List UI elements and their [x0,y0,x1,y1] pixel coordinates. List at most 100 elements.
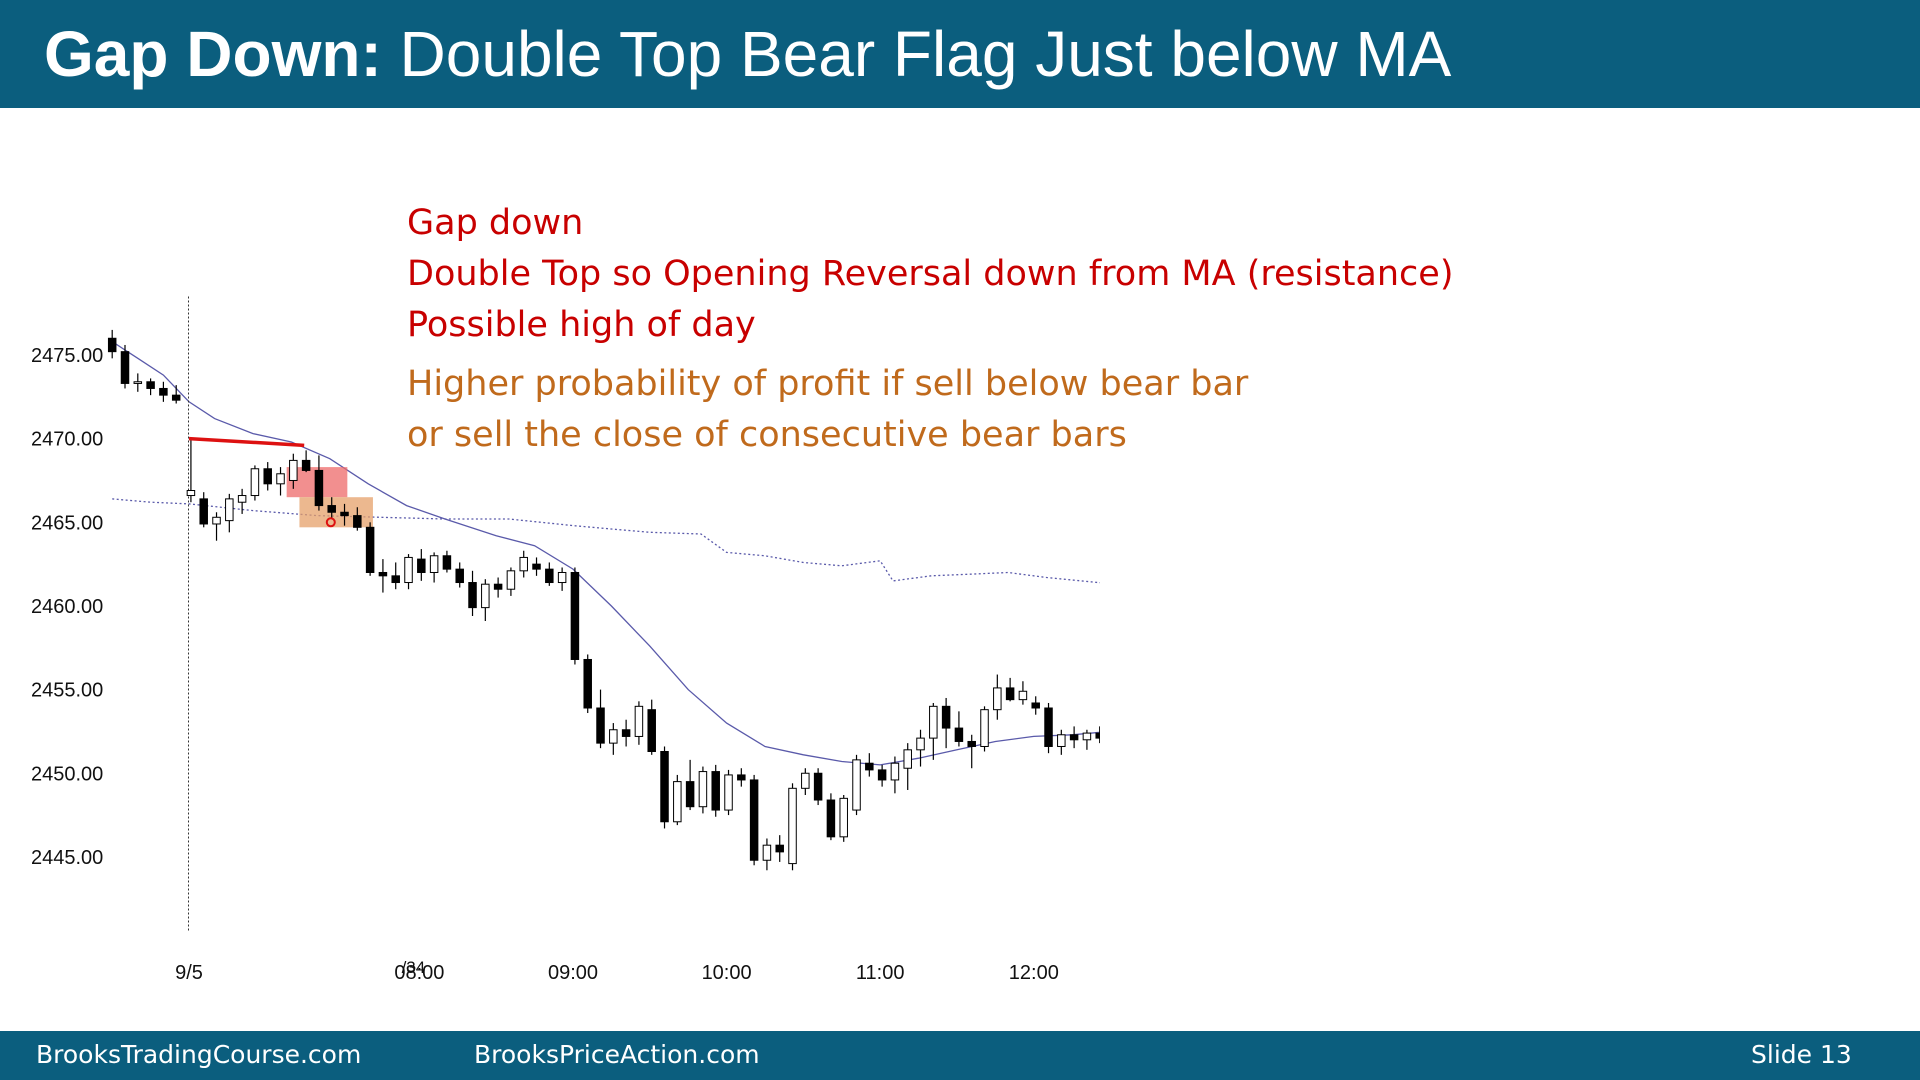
bear-bar-body [1095,732,1100,739]
bull-bar-body [519,556,528,572]
bear-bar-body [545,568,554,584]
bear-bar-body [171,394,181,401]
bull-bar-body [506,570,516,590]
bear-bar-body [442,555,452,570]
y-axis: 2475.00 2470.00 2465.00 2460.00 2455.00 2450.… [31,345,103,869]
bear-bar-body [865,762,874,771]
candle-17 [391,562,400,590]
candle-2 [199,492,208,528]
x-tick-label: 09:00 [548,962,598,984]
candle-52 [839,794,848,842]
y-tick-label: 2450.00 [31,763,103,785]
candle-16 [378,559,388,593]
candle-68 [1044,702,1053,754]
bull-bar-body [429,555,439,573]
slide-number: Slide 13 [1751,1040,1852,1069]
bear-bar-body [107,337,117,353]
bear-bar-body [314,469,324,507]
footer-price-action-link[interactable]: BrooksPriceAction.com [474,1040,760,1069]
bull-bar-body [698,771,708,808]
y-tick-label: 2465.00 [31,512,103,534]
bear-bar-body [159,387,168,396]
bear-bar-body [146,381,155,389]
bull-bar-body [980,709,989,747]
candle-22 [455,562,464,588]
bear-bar-body [596,707,605,744]
bull-bar-body [724,774,733,811]
candle-11 [314,455,324,511]
candle-prior-5 [159,381,168,402]
x-tick-overlay-label: /34 [402,958,426,977]
x-tick-label: 08:00 [394,962,444,984]
candle-23 [468,570,477,616]
bull-bar-body [481,583,490,609]
double-top-line [188,436,305,448]
bull-bar-body [903,749,912,769]
candle-14 [353,507,362,531]
candle-45 [749,774,759,866]
bear-bar-body [813,772,823,801]
candle-63 [980,706,989,752]
bull-bar-body [557,571,567,584]
bull-bar-body [839,797,848,838]
candle-38 [660,746,669,829]
bear-bar-body [1044,707,1053,747]
candle-41 [698,766,708,814]
candle-26 [506,567,516,596]
candle-40 [685,759,695,811]
bear-bar-body [647,709,656,753]
candle-prior-1 [107,329,117,359]
bear-bar-body [941,705,951,729]
candle-50 [813,768,823,806]
bull-bar-body [801,772,810,789]
annotation-high-of-day: Possible high of day [407,305,756,345]
candle-10 [301,450,311,473]
bear-bar-body [468,582,477,609]
candle-4 [225,493,234,533]
candle-13 [340,503,349,526]
bull-bar-body [788,787,797,865]
bull-bar-body [890,762,900,781]
bear-bar-body [493,583,503,590]
bear-bar-body [954,727,964,742]
candle-21 [442,550,452,573]
candle-36 [634,701,644,745]
y-tick-label: 2470.00 [31,429,103,451]
candle-20 [429,552,439,583]
bull-bar-body [212,516,221,525]
y-tick-label: 2475.00 [31,345,103,367]
candle-46 [762,838,772,871]
bull-bar-body [1082,732,1092,741]
bull-bar-body [1057,734,1066,747]
bull-bar-body [186,490,196,497]
bear-bar-body [685,781,695,808]
price-chart: 2475.00 2470.00 2465.00 2460.00 2455.00 2450.… [31,296,1100,984]
candle-35 [621,719,631,747]
candle-5 [237,488,247,514]
title-rest: Double Top Bear Flag Just below MA [381,18,1452,90]
candle-prior-4 [146,378,155,396]
candle-60 [941,697,951,749]
chart-overlays [188,436,336,528]
candle-42 [711,764,720,817]
candle-37 [647,699,656,755]
candle-18 [404,554,413,590]
candle-64 [993,674,1002,720]
title-bold: Gap Down: [44,18,382,90]
candlesticks [107,329,1100,871]
bear-bar-body [327,505,336,513]
candle-51 [826,793,836,841]
candle-9 [289,453,298,489]
candle-59 [929,702,938,760]
footer-trading-course-link[interactable]: BrooksTradingCourse.com [36,1040,362,1069]
bull-bar-body [673,781,682,823]
bull-bar-body [289,459,298,481]
candle-28 [532,557,541,576]
candle-61 [954,711,964,747]
annotation-double-top: Double Top so Opening Reversal down from… [407,254,1454,294]
bear-bar-body [1031,702,1040,709]
candle-prior-2 [120,344,130,389]
candle-57 [903,743,912,790]
candle-6 [250,465,260,501]
